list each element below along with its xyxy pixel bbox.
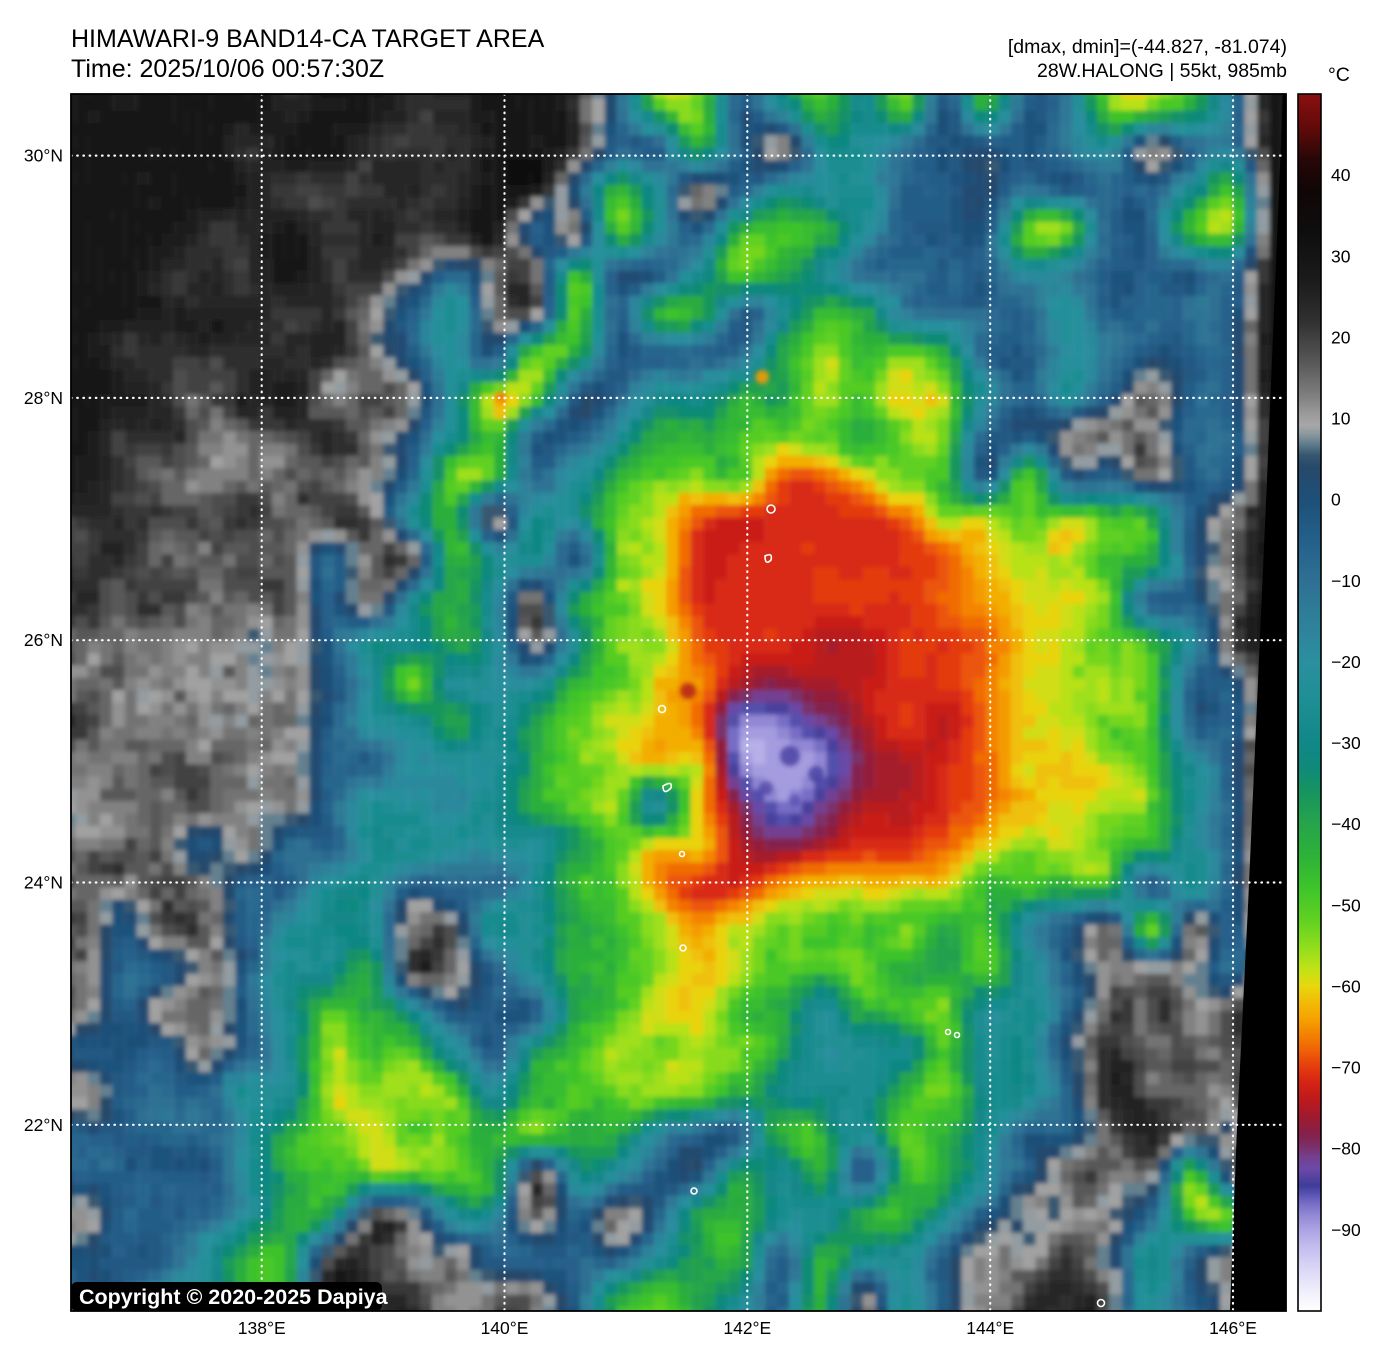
svg-text:−20: −20 <box>1331 652 1361 672</box>
svg-text:22°N: 22°N <box>24 1115 63 1135</box>
svg-text:−70: −70 <box>1331 1058 1361 1078</box>
svg-text:28W.HALONG | 55kt, 985mb: 28W.HALONG | 55kt, 985mb <box>1037 60 1287 82</box>
svg-text:Time: 2025/10/06 00:57:30Z: Time: 2025/10/06 00:57:30Z <box>71 55 384 83</box>
svg-text:40: 40 <box>1331 165 1351 185</box>
svg-text:20: 20 <box>1331 327 1351 347</box>
svg-text:26°N: 26°N <box>24 630 63 650</box>
svg-text:−80: −80 <box>1331 1139 1361 1159</box>
svg-text:Copyright © 2020-2025 Dapiya: Copyright © 2020-2025 Dapiya <box>79 1285 389 1309</box>
svg-text:[dmax, dmin]=(-44.827, -81.074: [dmax, dmin]=(-44.827, -81.074) <box>1008 36 1287 58</box>
svg-text:140°E: 140°E <box>481 1318 529 1338</box>
svg-text:−30: −30 <box>1331 733 1361 753</box>
svg-text:30: 30 <box>1331 246 1351 266</box>
svg-text:138°E: 138°E <box>238 1318 286 1338</box>
svg-text:HIMAWARI-9 BAND14-CA TARGET AR: HIMAWARI-9 BAND14-CA TARGET AREA <box>71 25 545 53</box>
svg-text:−40: −40 <box>1331 814 1361 834</box>
svg-text:0: 0 <box>1331 490 1341 510</box>
svg-text:30°N: 30°N <box>24 146 63 166</box>
svg-text:−90: −90 <box>1331 1220 1361 1240</box>
svg-text:−60: −60 <box>1331 977 1361 997</box>
svg-text:10: 10 <box>1331 409 1351 429</box>
svg-text:°C: °C <box>1328 64 1350 86</box>
svg-text:24°N: 24°N <box>24 873 63 893</box>
svg-text:144°E: 144°E <box>966 1318 1014 1338</box>
svg-text:−10: −10 <box>1331 571 1361 591</box>
svg-text:−50: −50 <box>1331 895 1361 915</box>
svg-text:142°E: 142°E <box>723 1318 771 1338</box>
svg-text:28°N: 28°N <box>24 388 63 408</box>
svg-text:146°E: 146°E <box>1209 1318 1257 1338</box>
